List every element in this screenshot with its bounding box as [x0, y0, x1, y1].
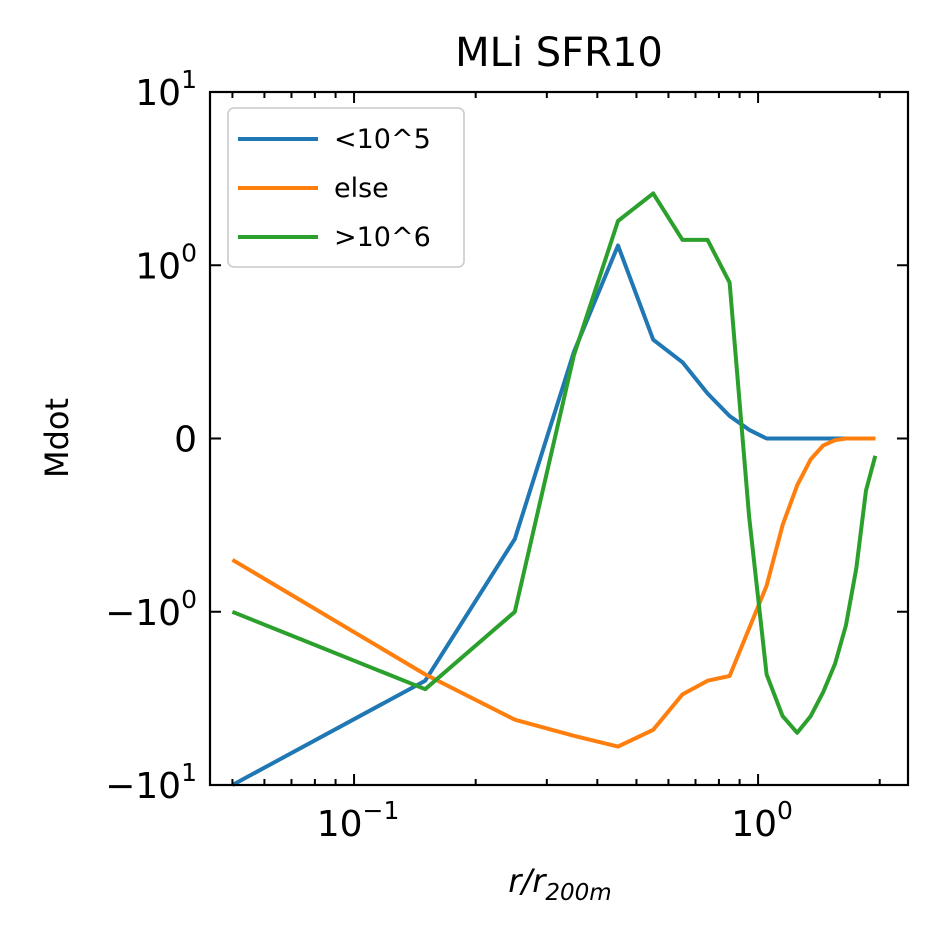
- y-tick-label-base: −10: [105, 766, 181, 807]
- legend-label-0: <10^5: [334, 124, 431, 155]
- y-tick-label-base: 10: [135, 246, 181, 287]
- legend-label-2: >10^6: [334, 222, 431, 253]
- y-tick-label: −101: [105, 758, 197, 807]
- y-tick-label: 100: [135, 238, 197, 287]
- chart-title: MLi SFR10: [455, 30, 663, 76]
- legend-label-1: else: [334, 173, 389, 204]
- x-axis-label: r/r200m: [508, 862, 611, 906]
- x-tick-label-base: 10: [317, 804, 363, 845]
- legend: <10^5 else >10^6: [227, 107, 465, 268]
- y-tick-label: 0: [174, 420, 197, 461]
- x-tick-label: 100: [731, 796, 793, 845]
- y-tick-label: 101: [135, 65, 197, 114]
- x-tick-label-exp: −1: [363, 796, 400, 825]
- series-line-2: [231, 191, 878, 735]
- plot-lines: [231, 191, 878, 787]
- y-tick-label: −100: [105, 585, 197, 634]
- y-tick-label-base: −10: [105, 593, 181, 634]
- legend-entries: <10^5 else >10^6: [238, 124, 431, 253]
- series-line-1: [231, 436, 876, 749]
- x-axis-label-main: r/r: [508, 862, 547, 900]
- y-tick-label-exp: 1: [181, 65, 197, 94]
- legend-box: [227, 107, 465, 268]
- y-tick-label-exp: 1: [181, 758, 197, 787]
- y-tick-label-base: 10: [135, 73, 181, 114]
- y-tick-label-base: 0: [174, 420, 197, 461]
- y-tick-label-exp: 0: [181, 585, 197, 614]
- y-axis-label: Mdot: [38, 398, 76, 478]
- x-tick-label-exp: 0: [777, 796, 793, 825]
- x-axis-label-sub: 200m: [545, 880, 611, 906]
- x-tick-label: 10−1: [317, 796, 400, 845]
- y-tick-label-exp: 0: [181, 238, 197, 267]
- x-tick-label-base: 10: [731, 804, 777, 845]
